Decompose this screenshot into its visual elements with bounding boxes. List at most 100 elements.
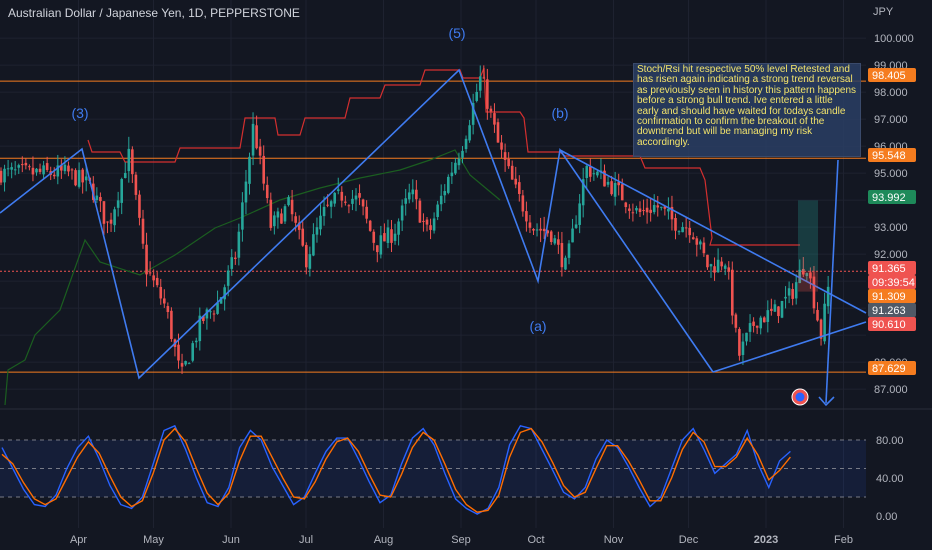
candle-body: [741, 341, 745, 355]
candle-body: [106, 221, 109, 223]
candle-body: [773, 304, 777, 312]
candle-body: [273, 215, 276, 227]
candle-body: [305, 245, 308, 268]
candle-body: [589, 166, 592, 177]
candle-body: [723, 265, 727, 269]
price-tick-label: 100.000: [874, 33, 914, 45]
candle-body: [152, 275, 155, 281]
candle-body: [677, 231, 681, 233]
candle-body: [691, 237, 695, 240]
candle-body: [400, 205, 404, 221]
candle-body: [532, 228, 535, 231]
candle-body: [376, 245, 379, 253]
candle-body: [191, 343, 194, 361]
candle-body: [503, 152, 507, 160]
wave-label: (b): [551, 105, 568, 121]
forecast-arrow: [825, 159, 839, 404]
candle-body: [702, 242, 706, 254]
candle-body: [507, 159, 510, 167]
candle-body: [663, 206, 667, 209]
candle-body: [542, 228, 546, 232]
candle-body: [780, 300, 784, 318]
candle-body: [109, 219, 113, 224]
price-tag-bg: [868, 275, 916, 289]
candle-body: [631, 212, 635, 214]
candle-body: [0, 170, 3, 183]
candle-body: [759, 317, 762, 329]
price-tag-bg: [868, 261, 916, 275]
candle-body: [816, 309, 819, 321]
candle-body: [361, 199, 365, 207]
price-tag-bg: [868, 303, 916, 317]
price-tick-label: 93.000: [874, 222, 908, 234]
wave-lines: [0, 68, 867, 407]
candle-body: [244, 181, 248, 203]
candle-body: [681, 226, 684, 233]
price-tag-label: 95.548: [872, 150, 906, 162]
candle-body: [762, 317, 766, 323]
candle-body: [209, 311, 212, 313]
price-tag: 95.548: [868, 148, 916, 162]
price-tag: 09:39:54: [868, 275, 916, 289]
candle-body: [31, 167, 35, 175]
candle-body: [99, 197, 102, 202]
candle-body: [141, 218, 145, 244]
candle-body: [429, 225, 432, 230]
symbol-title[interactable]: Australian Dollar / Japanese Yen, 1D, PE…: [8, 6, 300, 20]
wave-label: (3): [71, 105, 88, 121]
price-tag: 91.263: [868, 303, 916, 317]
candle-body: [354, 195, 358, 200]
candle-body: [336, 189, 340, 191]
candles: [0, 65, 830, 374]
forecast-arrowhead: [818, 396, 835, 407]
candle-body: [280, 213, 283, 224]
candle-body: [301, 228, 305, 246]
candle-body: [514, 178, 518, 185]
price-tag: 91.365: [868, 261, 916, 275]
candle-body: [454, 162, 457, 174]
candle-body: [166, 306, 170, 313]
candle-body: [546, 230, 549, 234]
candle-body: [70, 169, 74, 171]
candle-body: [734, 314, 738, 328]
candle-body: [219, 297, 223, 304]
wave-label: (5): [448, 25, 465, 41]
candle-body: [443, 191, 447, 196]
candle-body: [297, 222, 301, 230]
candle-body: [265, 184, 269, 199]
candle-body: [464, 138, 468, 150]
stoch-k-line: [1, 424, 791, 515]
candle-body: [787, 288, 791, 296]
price-tag-label: 90.610: [872, 319, 906, 331]
stochastic-pane: 80.00 40.00 0.00: [0, 424, 904, 523]
candle-body: [287, 197, 290, 206]
candle-body: [457, 158, 461, 166]
candle-body: [528, 222, 532, 228]
price-axis[interactable]: 100.00099.00098.00097.00096.00095.00093.…: [874, 33, 914, 396]
time-axis[interactable]: Apr May Jun Jul Aug Sep Oct Nov Dec 2023 Feb: [70, 534, 853, 546]
candle-body: [6, 168, 10, 170]
candle-body: [493, 113, 496, 125]
candle-body: [461, 150, 464, 158]
price-tag-bg: [868, 148, 916, 162]
downtrend-line: [559, 149, 867, 314]
candle-body: [720, 261, 723, 267]
candle-body: [170, 310, 173, 339]
time-tick-label: Aug: [374, 534, 394, 546]
candle-body: [258, 146, 262, 156]
candle-body: [372, 231, 376, 243]
candle-body: [184, 361, 187, 365]
candle-body: [116, 200, 120, 208]
candle-body: [351, 198, 354, 204]
candle-body: [610, 181, 613, 195]
candle-body: [202, 316, 205, 322]
price-tag-label: 91.263: [872, 305, 906, 317]
position-box: [791, 200, 818, 406]
price-tag-bg: [868, 317, 916, 331]
candle-body: [603, 170, 606, 187]
time-tick-label: 2023: [754, 534, 778, 546]
candle-body: [3, 168, 6, 183]
candle-body: [731, 269, 734, 316]
price-tick-label: 92.000: [874, 249, 908, 261]
candle-body: [95, 195, 99, 200]
